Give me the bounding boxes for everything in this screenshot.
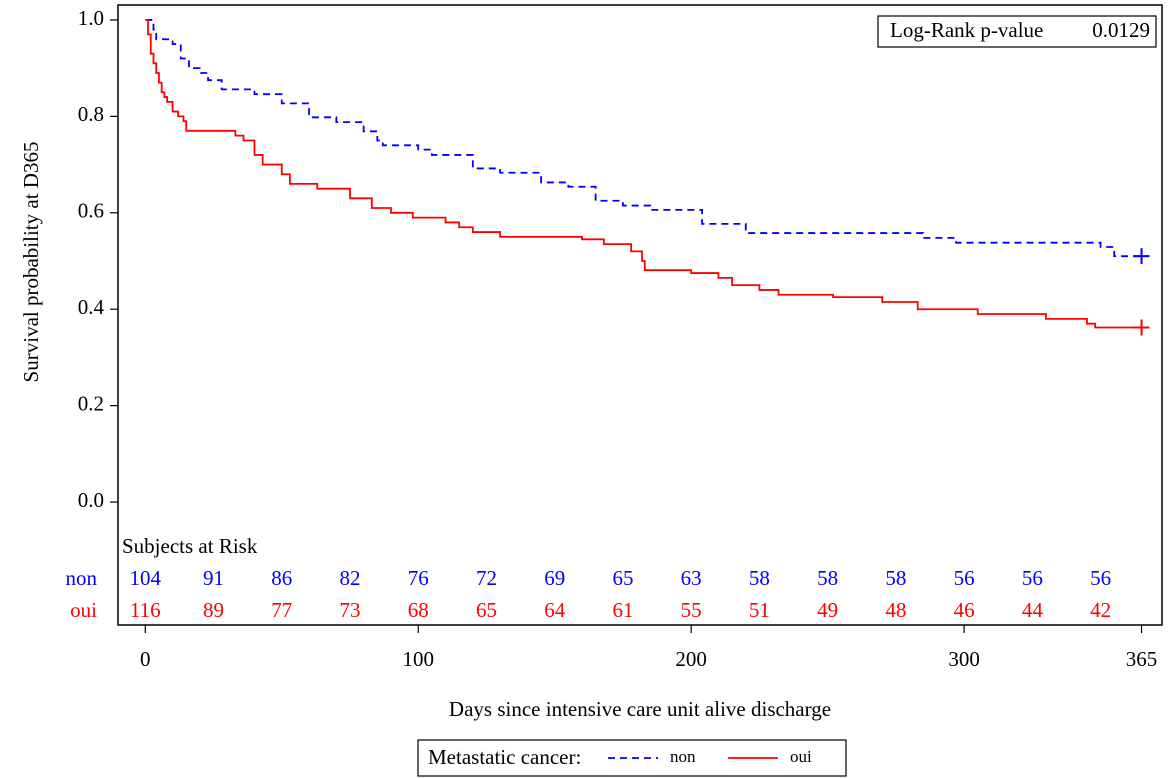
risk-count: 58 bbox=[885, 566, 906, 590]
x-tick-label: 100 bbox=[402, 647, 434, 671]
risk-row-label: non bbox=[66, 566, 98, 590]
risk-count: 42 bbox=[1090, 598, 1111, 622]
risk-count: 77 bbox=[271, 598, 292, 622]
annotation-label: Log-Rank p-value bbox=[890, 18, 1043, 42]
risk-count: 58 bbox=[817, 566, 838, 590]
risk-count: 65 bbox=[476, 598, 497, 622]
risk-count: 49 bbox=[817, 598, 838, 622]
risk-count: 91 bbox=[203, 566, 224, 590]
x-axis-label: Days since intensive care unit alive dis… bbox=[449, 697, 831, 721]
y-tick-label: 0.0 bbox=[78, 488, 104, 512]
risk-count: 48 bbox=[885, 598, 906, 622]
risk-count: 72 bbox=[476, 566, 497, 590]
x-tick-label: 0 bbox=[140, 647, 151, 671]
risk-count: 56 bbox=[954, 566, 975, 590]
x-tick-label: 200 bbox=[675, 647, 707, 671]
risk-count: 82 bbox=[340, 566, 361, 590]
risk-table-title: Subjects at Risk bbox=[122, 534, 258, 558]
y-tick-label: 0.8 bbox=[78, 102, 104, 126]
risk-count: 69 bbox=[544, 566, 565, 590]
risk-count: 55 bbox=[681, 598, 702, 622]
risk-count: 58 bbox=[749, 566, 770, 590]
survival-curve bbox=[145, 19, 1142, 258]
risk-count: 63 bbox=[681, 566, 702, 590]
censor-mark bbox=[1133, 319, 1150, 336]
risk-count: 64 bbox=[544, 598, 566, 622]
risk-count: 61 bbox=[612, 598, 633, 622]
legend-title: Metastatic cancer: bbox=[428, 745, 581, 769]
risk-count: 104 bbox=[130, 566, 162, 590]
risk-count: 86 bbox=[271, 566, 292, 590]
y-tick-label: 1.0 bbox=[78, 6, 104, 30]
x-tick-label: 300 bbox=[948, 647, 980, 671]
risk-count: 68 bbox=[408, 598, 429, 622]
y-tick-label: 0.6 bbox=[78, 199, 104, 223]
risk-count: 46 bbox=[954, 598, 975, 622]
y-axis-label: Survival probability at D365 bbox=[19, 142, 43, 383]
risk-count: 56 bbox=[1090, 566, 1111, 590]
risk-count: 51 bbox=[749, 598, 770, 622]
x-tick-label: 365 bbox=[1126, 647, 1158, 671]
censor-mark bbox=[1133, 248, 1150, 265]
risk-count: 56 bbox=[1022, 566, 1043, 590]
risk-count: 73 bbox=[340, 598, 361, 622]
risk-count: 76 bbox=[408, 566, 429, 590]
risk-count: 89 bbox=[203, 598, 224, 622]
annotation-value: 0.0129 bbox=[1092, 18, 1150, 42]
plot-frame bbox=[117, 4, 1163, 626]
legend-label: oui bbox=[790, 747, 812, 766]
survival-curve bbox=[145, 19, 1142, 329]
y-tick-label: 0.2 bbox=[78, 391, 104, 415]
risk-count: 116 bbox=[130, 598, 161, 622]
risk-row-label: oui bbox=[70, 598, 97, 622]
risk-count: 65 bbox=[612, 566, 633, 590]
legend-label: non bbox=[670, 747, 696, 766]
annotation-box bbox=[877, 15, 1157, 48]
y-tick-label: 0.4 bbox=[78, 295, 105, 319]
risk-count: 44 bbox=[1022, 598, 1044, 622]
